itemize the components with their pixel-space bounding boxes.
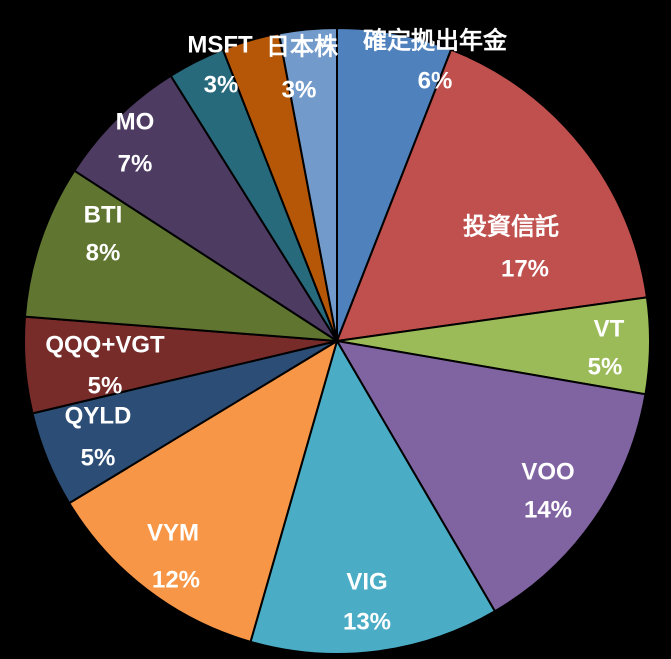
slice-value-label-10: 7% xyxy=(118,150,153,177)
slice-value-label-3: 5% xyxy=(588,353,623,380)
slice-label-7: QYLD xyxy=(65,402,132,429)
pie-slice-2 xyxy=(335,48,649,343)
slice-value-label-6: 12% xyxy=(152,566,200,593)
slice-value-label-13: 3% xyxy=(282,76,317,103)
slice-label-2: 投資信託 xyxy=(463,212,559,240)
pie-slice-9 xyxy=(23,169,338,342)
slice-value-label-5: 13% xyxy=(343,608,391,635)
slice-value-label-2: 17% xyxy=(501,255,549,282)
slice-value-label-8: 5% xyxy=(88,372,123,399)
slice-label-11: MSFT xyxy=(187,31,253,58)
slice-value-label-11: 3% xyxy=(204,71,239,98)
pie-slice-6 xyxy=(67,338,339,644)
slice-label-1: 確定拠出年金 xyxy=(363,26,508,54)
slice-label-4: VOO xyxy=(521,458,574,485)
slice-label-8: QQQ+VGT xyxy=(45,331,165,358)
slice-value-label-12: 3% xyxy=(282,76,317,103)
slice-value-label-9: 8% xyxy=(86,239,121,266)
slice-value-label-7: 5% xyxy=(81,444,116,471)
slice-label-12: 日本株 xyxy=(266,33,339,60)
slice-label-5: VIG xyxy=(346,568,387,595)
pie-slices xyxy=(23,26,651,655)
pie-slice-13 xyxy=(277,26,338,342)
pie-labels: 確定拠出年金 6% 投資信託 17% VT 5% VOO 14% VIG 13% VYM 12% QYL… xyxy=(45,26,624,635)
slice-value-label-1: 6% xyxy=(418,67,453,94)
pie-slice-10 xyxy=(73,74,338,342)
pie-slice-4 xyxy=(335,339,647,613)
slice-label-9: BTI xyxy=(84,201,123,228)
slice-value-label-4: 14% xyxy=(524,496,572,523)
slice-label-6: VYM xyxy=(147,519,199,546)
slice-label-3: VT xyxy=(594,315,625,342)
pie-slice-5 xyxy=(249,338,497,655)
slice-label-10: MO xyxy=(116,108,155,135)
